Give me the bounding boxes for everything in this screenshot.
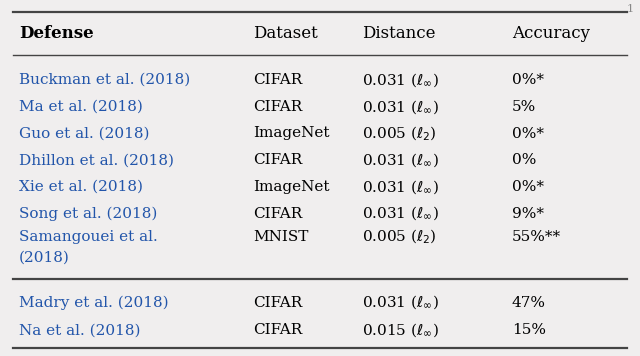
- Text: ImageNet: ImageNet: [253, 180, 330, 194]
- Text: Na et al. (2018): Na et al. (2018): [19, 323, 141, 337]
- Text: 0%*: 0%*: [512, 126, 544, 141]
- Text: (2018): (2018): [19, 251, 70, 265]
- Text: 0%*: 0%*: [512, 73, 544, 87]
- Text: CIFAR: CIFAR: [253, 323, 302, 337]
- Text: 0%*: 0%*: [512, 180, 544, 194]
- Text: Madry et al. (2018): Madry et al. (2018): [19, 295, 169, 310]
- Text: Accuracy: Accuracy: [512, 25, 590, 42]
- Text: Ma et al. (2018): Ma et al. (2018): [19, 100, 143, 114]
- Text: CIFAR: CIFAR: [253, 100, 302, 114]
- Text: Dhillon et al. (2018): Dhillon et al. (2018): [19, 153, 174, 167]
- Text: 55%**: 55%**: [512, 230, 561, 244]
- Text: 0.031 ($\ell_\infty$): 0.031 ($\ell_\infty$): [362, 205, 438, 222]
- Text: CIFAR: CIFAR: [253, 153, 302, 167]
- Text: 0.031 ($\ell_\infty$): 0.031 ($\ell_\infty$): [362, 178, 438, 196]
- Text: ImageNet: ImageNet: [253, 126, 330, 141]
- Text: Distance: Distance: [362, 25, 435, 42]
- Text: 0.005 ($\ell_2$): 0.005 ($\ell_2$): [362, 124, 436, 143]
- Text: Guo et al. (2018): Guo et al. (2018): [19, 126, 150, 141]
- Text: 0%: 0%: [512, 153, 536, 167]
- Text: 0.031 ($\ell_\infty$): 0.031 ($\ell_\infty$): [362, 71, 438, 89]
- Text: 0.015 ($\ell_\infty$): 0.015 ($\ell_\infty$): [362, 321, 438, 339]
- Text: Song et al. (2018): Song et al. (2018): [19, 206, 157, 221]
- Text: CIFAR: CIFAR: [253, 206, 302, 221]
- Text: 0.031 ($\ell_\infty$): 0.031 ($\ell_\infty$): [362, 98, 438, 116]
- Text: CIFAR: CIFAR: [253, 295, 302, 310]
- Text: 15%: 15%: [512, 323, 546, 337]
- Text: Dataset: Dataset: [253, 25, 317, 42]
- Text: Samangouei et al.: Samangouei et al.: [19, 230, 158, 244]
- Text: 47%: 47%: [512, 295, 546, 310]
- Text: 9%*: 9%*: [512, 206, 544, 221]
- Text: Buckman et al. (2018): Buckman et al. (2018): [19, 73, 191, 87]
- Text: CIFAR: CIFAR: [253, 73, 302, 87]
- Text: Defense: Defense: [19, 25, 94, 42]
- Text: Xie et al. (2018): Xie et al. (2018): [19, 180, 143, 194]
- Text: 0.031 ($\ell_\infty$): 0.031 ($\ell_\infty$): [362, 294, 438, 312]
- Text: 0.031 ($\ell_\infty$): 0.031 ($\ell_\infty$): [362, 151, 438, 169]
- Text: 5%: 5%: [512, 100, 536, 114]
- Text: MNIST: MNIST: [253, 230, 308, 244]
- Text: 0.005 ($\ell_2$): 0.005 ($\ell_2$): [362, 227, 436, 246]
- Text: 1: 1: [627, 4, 634, 14]
